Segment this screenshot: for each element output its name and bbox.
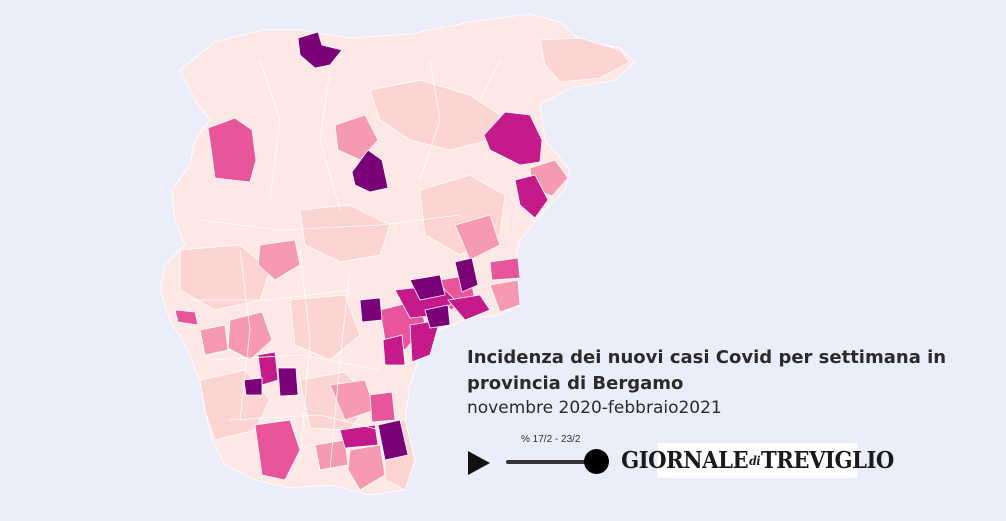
region-mid-2 xyxy=(257,239,301,281)
map-title: Incidenza dei nuovi casi Covid per setti… xyxy=(467,347,947,394)
region-pink-5 xyxy=(369,391,396,423)
region-purple-5 xyxy=(424,304,451,329)
region-magenta-4 xyxy=(447,294,491,321)
region-pink-2 xyxy=(254,419,301,481)
region-magenta-5 xyxy=(382,334,406,366)
map-subtitle: novembre 2020-febbraio2021 xyxy=(467,398,722,418)
region-purple-1 xyxy=(297,31,343,69)
region-pink-6 xyxy=(489,257,521,281)
region-mid-1 xyxy=(334,114,379,161)
region-purple-6 xyxy=(359,297,383,323)
slider-thumb[interactable] xyxy=(584,449,609,474)
slider-label: % 17/2 - 23/2 xyxy=(521,434,581,445)
region-magenta-1 xyxy=(483,111,543,166)
region-pink-7 xyxy=(174,309,199,326)
region-magenta-8 xyxy=(257,351,279,386)
region-magenta-7 xyxy=(339,424,379,449)
play-button[interactable] xyxy=(468,451,490,475)
region-purple-3 xyxy=(454,257,479,293)
region-purple-4 xyxy=(409,274,446,301)
region-purple-8 xyxy=(277,367,299,397)
region-purple-7 xyxy=(377,419,409,461)
region-light-3 xyxy=(299,204,391,263)
region-mid-6 xyxy=(454,214,501,261)
region-magenta-2 xyxy=(514,174,549,219)
region-mid-3 xyxy=(227,311,273,361)
week-slider[interactable] xyxy=(506,460,598,464)
region-mid-10 xyxy=(199,324,229,356)
region-purple-2 xyxy=(351,149,389,193)
region-light-7 xyxy=(289,294,361,361)
region-purple-9 xyxy=(243,377,263,396)
municipal-borders xyxy=(190,59,501,471)
region-pink-1 xyxy=(207,117,257,183)
region-light-2 xyxy=(539,37,631,83)
giornale-di-treviglio-logo: GIORNALE di TREVIGLIO xyxy=(621,443,894,478)
region-mid-7 xyxy=(489,279,521,313)
region-mid-5 xyxy=(347,444,386,491)
